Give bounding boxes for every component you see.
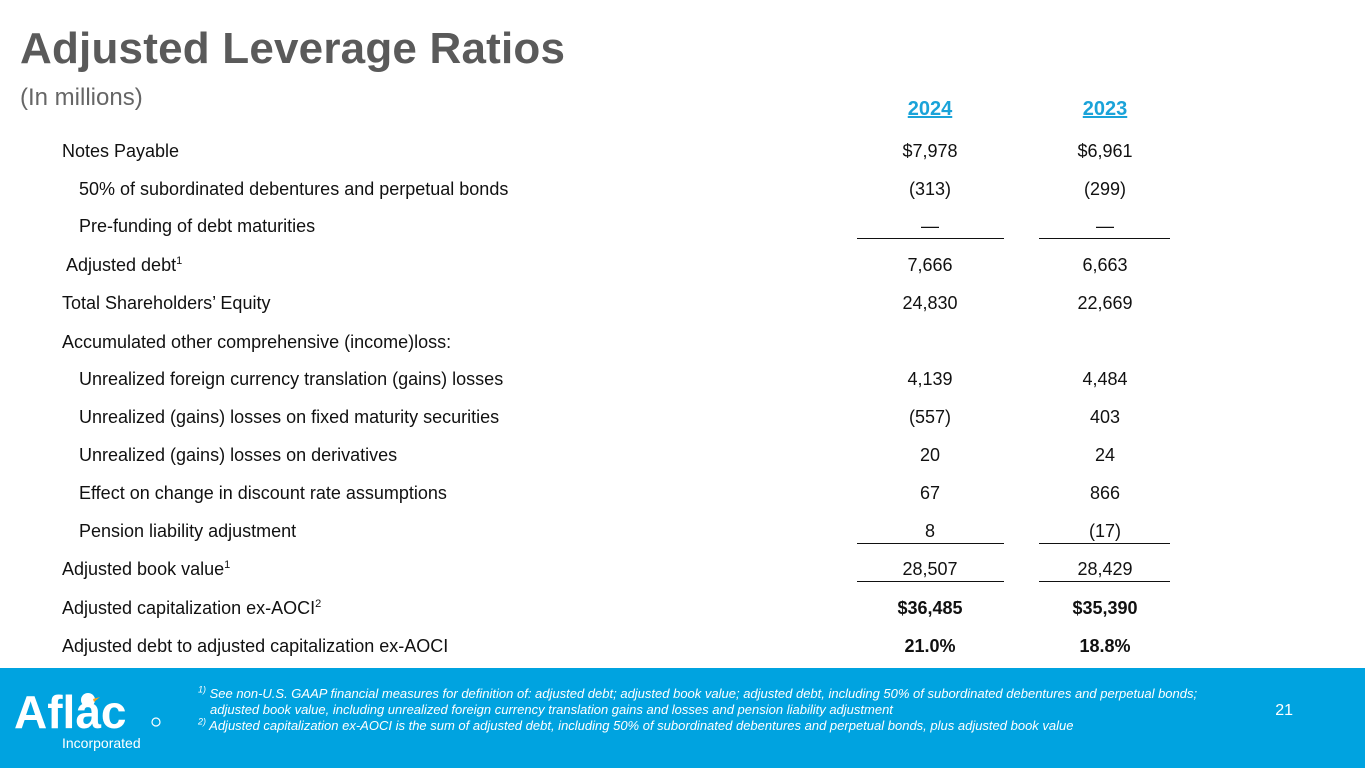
row-label: Adjusted debt1 (66, 255, 183, 275)
table-row: Pension liability adjustment 8 (17) (0, 519, 1365, 557)
duck-head-icon (81, 693, 95, 707)
table-row: Unrealized (gains) losses on derivatives… (0, 443, 1365, 481)
page-subtitle: (In millions) (20, 84, 143, 111)
footnote-2-text: Adjusted capitalization ex-AOCI is the s… (209, 718, 1074, 733)
row-label: Pension liability adjustment (79, 521, 297, 541)
value-2023: 18.8% (1079, 636, 1131, 656)
column-header-2023: 2023 (1082, 98, 1128, 120)
footnote-1: 1) See non-U.S. GAAP financial measures … (198, 684, 1308, 718)
value-2023: 22,669 (1077, 293, 1133, 313)
row-label: Unrealized (gains) losses on fixed matur… (79, 407, 500, 427)
table-row: Unrealized (gains) losses on fixed matur… (0, 405, 1365, 443)
value-2024: 67 (919, 483, 941, 503)
footnotes: 1) See non-U.S. GAAP financial measures … (198, 684, 1308, 734)
value-2023: 4,484 (1082, 369, 1128, 389)
footnote-1-marker: 1) (198, 684, 207, 695)
logo-subtitle: Incorporated (62, 735, 141, 751)
table-row: Pre-funding of debt maturities — — (0, 214, 1365, 252)
row-label: Adjusted book value1 (62, 559, 231, 579)
subtotal-rule (857, 543, 1004, 544)
total-rule (1039, 581, 1170, 582)
value-2024: 21.0% (904, 636, 956, 656)
value-2023: (299) (1083, 179, 1127, 199)
row-label: 50% of subordinated debentures and perpe… (79, 179, 509, 199)
row-label: Adjusted debt to adjusted capitalization… (62, 636, 449, 656)
value-2023: 866 (1089, 483, 1121, 503)
table-row: Unrealized foreign currency translation … (0, 367, 1365, 405)
value-2024: 7,666 (907, 255, 953, 275)
value-2024: 28,507 (902, 559, 958, 579)
row-label: Notes Payable (62, 141, 180, 161)
value-2023: — (1096, 216, 1114, 236)
value-2023: $35,390 (1072, 598, 1138, 618)
row-label: Effect on change in discount rate assump… (79, 483, 447, 503)
logo-wordmark: Aflac (14, 686, 126, 738)
footnote-marker: 2 (315, 598, 322, 610)
subtotal-rule (857, 238, 1004, 239)
value-2023: 403 (1089, 407, 1121, 427)
table-row: Effect on change in discount rate assump… (0, 481, 1365, 519)
table-row: Total Shareholders’ Equity 24,830 22,669 (0, 291, 1365, 329)
value-2024: 20 (919, 445, 941, 465)
value-2024: (557) (908, 407, 952, 427)
value-2024: 4,139 (907, 369, 953, 389)
subtotal-rule (1039, 543, 1170, 544)
row-label: Unrealized foreign currency translation … (79, 369, 504, 389)
row-label: Adjusted capitalization ex-AOCI2 (62, 598, 322, 618)
value-2024: (313) (908, 179, 952, 199)
page-title: Adjusted Leverage Ratios (20, 24, 566, 73)
table-row: Adjusted debt1 7,666 6,663 (0, 253, 1365, 291)
row-label: Pre-funding of debt maturities (79, 216, 316, 236)
footnote-marker: 1 (176, 255, 183, 267)
value-2023: 28,429 (1077, 559, 1133, 579)
footnote-1-line-2: adjusted book value, including unrealize… (210, 702, 893, 717)
value-2024: $7,978 (902, 141, 958, 161)
footer-band: Aflac Incorporated 1) See non-U.S. GAAP … (0, 668, 1365, 768)
value-2024: — (921, 216, 939, 236)
row-label: Accumulated other comprehensive (income)… (62, 332, 452, 352)
duck-beak-icon (93, 697, 100, 702)
aflac-logo: Aflac Incorporated (14, 684, 164, 758)
table-row: Adjusted capitalization ex-AOCI2 $36,485… (0, 596, 1365, 634)
page-number: 21 (1275, 702, 1293, 719)
value-2024: $36,485 (897, 598, 963, 618)
row-label: Total Shareholders’ Equity (62, 293, 271, 313)
table-row: Adjusted book value1 28,507 28,429 (0, 557, 1365, 595)
value-2023: 6,663 (1082, 255, 1128, 275)
value-2024: 24,830 (902, 293, 958, 313)
value-2023: $6,961 (1077, 141, 1133, 161)
table-row: Notes Payable $7,978 $6,961 (0, 139, 1365, 177)
column-header-2024: 2024 (907, 98, 953, 120)
footnote-2-marker: 2) (198, 716, 207, 727)
value-2024: 8 (924, 521, 935, 541)
total-rule (857, 581, 1004, 582)
footnote-1-line-1: See non-U.S. GAAP financial measures for… (209, 686, 1198, 701)
value-2023: 24 (1094, 445, 1116, 465)
footnote-marker: 1 (224, 559, 231, 571)
registered-mark-icon (151, 717, 161, 727)
table-row: 50% of subordinated debentures and perpe… (0, 177, 1365, 215)
row-label: Unrealized (gains) losses on derivatives (79, 445, 398, 465)
table-row: Adjusted debt to adjusted capitalization… (0, 634, 1365, 672)
subtotal-rule (1039, 238, 1170, 239)
value-2023: (17) (1088, 521, 1121, 541)
aflac-logo-mark: Aflac Incorporated (14, 686, 161, 751)
table-row: Accumulated other comprehensive (income)… (0, 330, 1365, 368)
footnote-2: 2) Adjusted capitalization ex-AOCI is th… (198, 716, 1308, 734)
